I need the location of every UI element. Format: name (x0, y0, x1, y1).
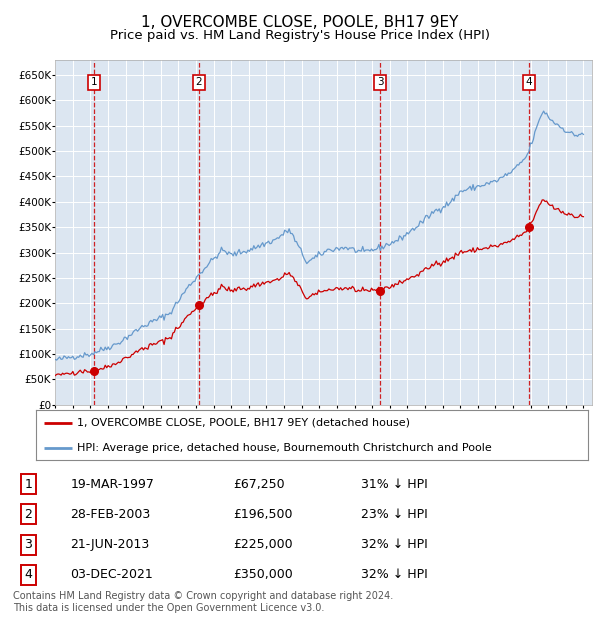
Text: £196,500: £196,500 (233, 508, 293, 521)
Text: 1: 1 (91, 78, 97, 87)
Text: 4: 4 (526, 78, 532, 87)
Text: HPI: Average price, detached house, Bournemouth Christchurch and Poole: HPI: Average price, detached house, Bour… (77, 443, 492, 453)
Text: 03-DEC-2021: 03-DEC-2021 (70, 568, 153, 581)
Text: 3: 3 (377, 78, 384, 87)
Text: 19-MAR-1997: 19-MAR-1997 (70, 478, 154, 491)
Text: 21-JUN-2013: 21-JUN-2013 (70, 538, 149, 551)
Text: £225,000: £225,000 (233, 538, 293, 551)
Text: £350,000: £350,000 (233, 568, 293, 581)
Text: 23% ↓ HPI: 23% ↓ HPI (361, 508, 428, 521)
Text: 28-FEB-2003: 28-FEB-2003 (70, 508, 151, 521)
Text: 4: 4 (25, 568, 32, 581)
Text: 1: 1 (25, 478, 32, 491)
Text: 1, OVERCOMBE CLOSE, POOLE, BH17 9EY (detached house): 1, OVERCOMBE CLOSE, POOLE, BH17 9EY (det… (77, 418, 410, 428)
Text: £67,250: £67,250 (233, 478, 285, 491)
Text: 32% ↓ HPI: 32% ↓ HPI (361, 568, 428, 581)
Text: 2: 2 (25, 508, 32, 521)
Text: 31% ↓ HPI: 31% ↓ HPI (361, 478, 428, 491)
Text: Price paid vs. HM Land Registry's House Price Index (HPI): Price paid vs. HM Land Registry's House … (110, 30, 490, 42)
Text: 32% ↓ HPI: 32% ↓ HPI (361, 538, 428, 551)
Text: Contains HM Land Registry data © Crown copyright and database right 2024.
This d: Contains HM Land Registry data © Crown c… (13, 591, 394, 613)
Text: 2: 2 (196, 78, 202, 87)
Text: 1, OVERCOMBE CLOSE, POOLE, BH17 9EY: 1, OVERCOMBE CLOSE, POOLE, BH17 9EY (142, 16, 458, 30)
Text: 3: 3 (25, 538, 32, 551)
